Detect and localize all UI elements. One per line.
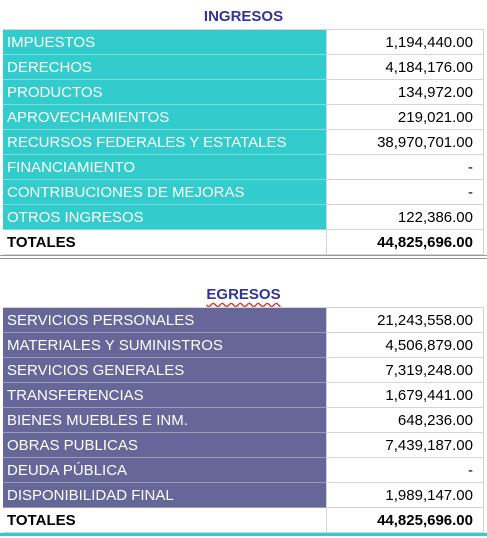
row-label: TRANSFERENCIAS — [3, 383, 326, 408]
row-label: CONTRIBUCIONES DE MEJORAS — [3, 180, 326, 205]
row-value: - — [326, 155, 484, 180]
total-label: TOTALES — [3, 508, 326, 533]
row-label: OBRAS PUBLICAS — [3, 433, 326, 458]
row-value: 4,506,879.00 — [326, 333, 484, 358]
row-value: - — [326, 180, 484, 205]
row-value: 1,679,441.00 — [326, 383, 484, 408]
row-label: PRODUCTOS — [3, 80, 326, 105]
row-value: 7,319,248.00 — [326, 358, 484, 383]
row-value: 38,970,701.00 — [326, 130, 484, 155]
row-value: 219,021.00 — [326, 105, 484, 130]
row-label: APROVECHAMIENTOS — [3, 105, 326, 130]
row-value: 648,236.00 — [326, 408, 484, 433]
row-value: 1,194,440.00 — [326, 30, 484, 55]
row-label: SERVICIOS PERSONALES — [3, 308, 326, 333]
row-value: 134,972.00 — [326, 80, 484, 105]
row-label: BIENES MUEBLES E INM. — [3, 408, 326, 433]
row-label: RECURSOS FEDERALES Y ESTATALES — [3, 130, 326, 155]
row-label: IMPUESTOS — [3, 30, 326, 55]
section-title: EGRESOS — [3, 281, 484, 308]
row-value: 21,243,558.00 — [326, 308, 484, 333]
row-value: 122,386.00 — [326, 205, 484, 230]
row-label: MATERIALES Y SUMINISTROS — [3, 333, 326, 358]
section-title: INGRESOS — [3, 3, 484, 30]
double-rule — [0, 255, 487, 259]
row-label: SERVICIOS GENERALES — [3, 358, 326, 383]
row-label: DEUDA PÚBLICA — [3, 458, 326, 483]
total-label: TOTALES — [3, 230, 326, 255]
total-value: 44,825,696.00 — [326, 230, 484, 255]
row-value: 4,184,176.00 — [326, 55, 484, 80]
row-value: 1,989,147.00 — [326, 483, 484, 508]
row-value: 7,439,187.00 — [326, 433, 484, 458]
bottom-rule — [0, 533, 487, 536]
total-value: 44,825,696.00 — [326, 508, 484, 533]
row-label: DISPONIBILIDAD FINAL — [3, 483, 326, 508]
row-label: FINANCIAMIENTO — [3, 155, 326, 180]
row-label: DERECHOS — [3, 55, 326, 80]
row-value: - — [326, 458, 484, 483]
row-label: OTROS INGRESOS — [3, 205, 326, 230]
